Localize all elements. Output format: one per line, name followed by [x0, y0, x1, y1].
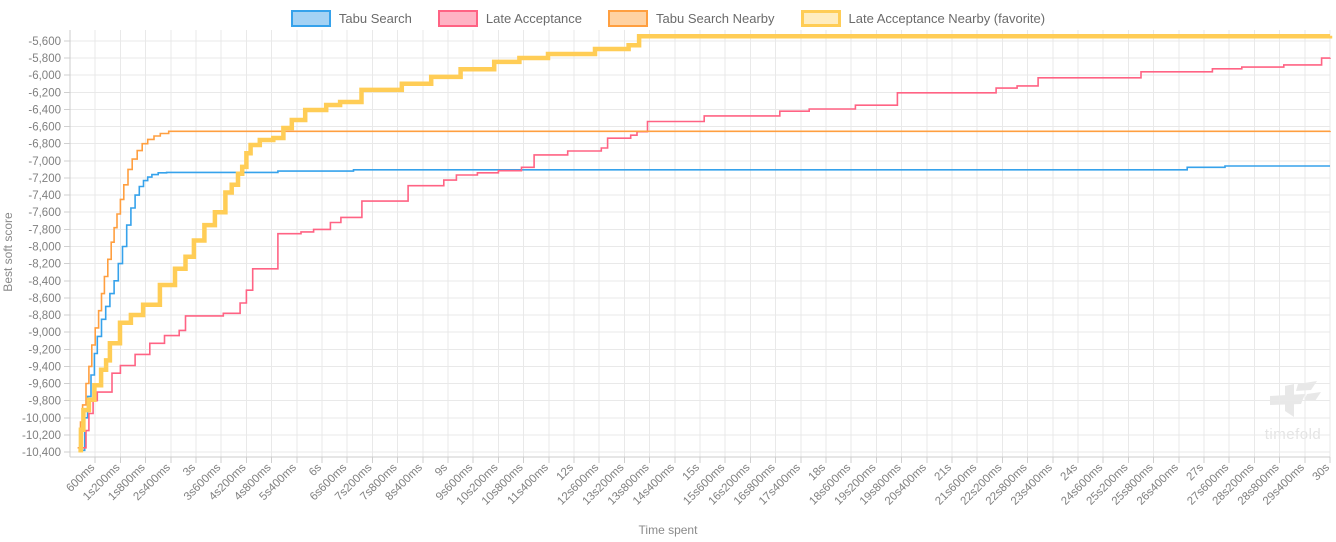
legend-swatch-late-acceptance-nearby-favorite — [800, 9, 841, 27]
y-tick-label: -5,600 — [28, 36, 61, 48]
y-tick-label: -5,800 — [28, 53, 61, 65]
y-tick-label: -10,000 — [22, 413, 61, 425]
legend-swatch-tabu-search-nearby — [608, 9, 649, 27]
y-axis-title: Best soft score — [1, 212, 15, 292]
y-tick-label: -8,000 — [28, 241, 61, 253]
x-axis-title: Time spent — [638, 523, 698, 537]
legend-item-late-acceptance[interactable]: Late Acceptance — [437, 9, 583, 27]
y-grid — [64, 40, 1330, 453]
legend-label-tabu-search-nearby: Tabu Search Nearby — [656, 10, 775, 26]
series-line-tabu-search-nearby — [77, 130, 1331, 449]
y-tick-label: -8,400 — [28, 276, 61, 288]
y-tick-label: -7,000 — [28, 156, 61, 168]
y-tick-label: -7,800 — [28, 224, 61, 236]
chart-legend: Tabu Search Late Acceptance Tabu Search … — [0, 7, 1336, 29]
y-tick-label: -7,600 — [28, 207, 61, 219]
x-tick-label: 21s — [933, 461, 955, 483]
x-tick-label: 27s — [1185, 461, 1207, 483]
legend-label-tabu-search: Tabu Search — [338, 10, 412, 26]
series-line-late-acceptance — [82, 57, 1331, 449]
legend-swatch-tabu-search — [290, 9, 331, 27]
y-tick-label: -8,600 — [28, 293, 61, 305]
x-tick-label: 12s — [555, 461, 577, 483]
x-grid — [94, 30, 1331, 463]
y-tick-label: -8,200 — [28, 259, 61, 271]
axes — [69, 30, 1330, 458]
y-tick-label: -9,600 — [28, 379, 61, 391]
y-tick-label: -9,400 — [28, 361, 61, 373]
series-line-tabu-search — [81, 165, 1330, 452]
y-tick-label: -9,800 — [28, 396, 61, 408]
y-tick-label: -6,600 — [28, 122, 61, 134]
series-line-late-acceptance-nearby-favorite — [78, 34, 1333, 453]
x-tick-label: 9s — [433, 461, 450, 478]
x-tick-label: 30s — [1311, 461, 1333, 483]
y-tick-label: -7,400 — [28, 190, 61, 202]
legend-label-late-acceptance-nearby-favorite: Late Acceptance Nearby (favorite) — [848, 10, 1046, 26]
y-tick-label: -7,200 — [28, 173, 61, 185]
legend-label-late-acceptance: Late Acceptance — [485, 10, 583, 26]
y-tick-label: -6,200 — [28, 87, 61, 99]
y-tick-label: -9,200 — [28, 344, 61, 356]
y-tick-label: -6,400 — [28, 104, 61, 116]
legend-swatch-late-acceptance — [437, 9, 478, 27]
x-tick-label: 24s — [1059, 461, 1081, 483]
legend-item-late-acceptance-nearby-favorite[interactable]: Late Acceptance Nearby (favorite) — [800, 9, 1046, 27]
y-tick-labels: -5,600 -5,800 -6,000 -6,200 -6,400 -6,600 -6,8… — [22, 36, 61, 459]
y-tick-label: -10,400 — [22, 447, 61, 459]
y-tick-label: -8,800 — [28, 310, 61, 322]
y-tick-label: -9,000 — [28, 327, 61, 339]
x-tick-label: 6s — [307, 461, 324, 478]
legend-item-tabu-search-nearby[interactable]: Tabu Search Nearby — [608, 9, 775, 27]
x-tick-label: 3s — [181, 461, 198, 478]
y-tick-label: -6,000 — [28, 70, 61, 82]
x-tick-label: 15s — [681, 461, 703, 483]
y-tick-label: -6,800 — [28, 139, 61, 151]
x-tick-label: 18s — [807, 461, 829, 483]
y-tick-label: -10,200 — [22, 430, 61, 442]
legend-item-tabu-search[interactable]: Tabu Search — [290, 9, 412, 27]
